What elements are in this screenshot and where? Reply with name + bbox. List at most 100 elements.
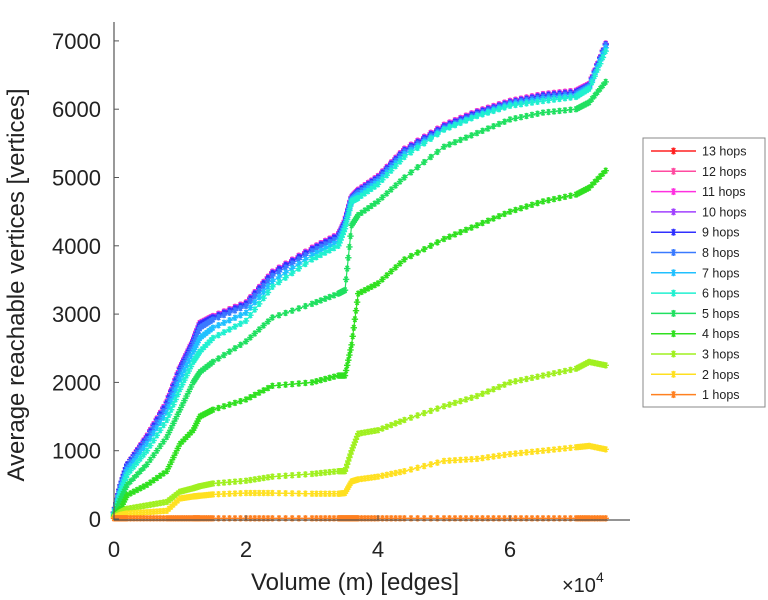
data-marker (545, 197, 552, 204)
data-marker (479, 390, 486, 397)
data-marker (160, 421, 167, 429)
x-tick-label: 2 (240, 537, 252, 562)
data-marker (342, 276, 350, 283)
legend-label: 3 hops (702, 348, 740, 362)
data-point (401, 153, 408, 161)
data-point (506, 379, 514, 386)
legend-label: 4 hops (702, 327, 740, 341)
data-point (242, 317, 250, 325)
data-point (374, 181, 382, 188)
data-marker (157, 427, 164, 434)
data-point (440, 235, 448, 243)
data-marker (484, 388, 492, 395)
data-marker (468, 456, 475, 463)
data-marker (237, 320, 244, 327)
data-marker (251, 292, 258, 300)
data-marker (421, 140, 428, 147)
data-marker (231, 345, 239, 352)
data-marker (561, 445, 569, 452)
data-marker (289, 490, 296, 497)
data-marker (345, 254, 352, 261)
data-marker (237, 397, 244, 405)
data-marker (523, 375, 530, 383)
data-marker (407, 252, 415, 260)
data-point (209, 334, 217, 342)
data-marker (295, 380, 302, 387)
x-tick-label: 0 (108, 537, 120, 562)
data-marker (414, 249, 421, 256)
data-marker (479, 219, 486, 227)
data-marker (517, 449, 525, 457)
data-marker (462, 134, 470, 141)
data-marker (313, 378, 320, 385)
data-marker (231, 323, 239, 330)
data-marker (512, 115, 519, 122)
data-point (269, 489, 276, 497)
x-multiplier-base: ×10 (562, 575, 596, 597)
series-line (113, 50, 607, 514)
data-marker (457, 228, 464, 236)
data-marker (256, 293, 263, 301)
y-tick-label: 1000 (52, 439, 101, 464)
data-marker (550, 108, 558, 115)
data-marker (528, 111, 536, 119)
data-marker (561, 367, 569, 375)
data-marker (220, 311, 228, 319)
data-marker (490, 123, 497, 130)
data-marker (174, 391, 181, 398)
data-marker (346, 243, 353, 251)
data-marker (451, 399, 459, 407)
data-marker (140, 451, 147, 458)
data-marker (545, 108, 552, 116)
data-marker (172, 396, 179, 403)
data-marker (220, 319, 228, 326)
data-marker (168, 406, 175, 413)
data-point (242, 309, 250, 316)
data-marker (407, 466, 415, 473)
data-point (163, 416, 170, 424)
data-marker (137, 455, 144, 462)
data-point (440, 403, 448, 410)
series-10-hops (110, 40, 609, 516)
data-marker (383, 172, 390, 179)
data-marker (567, 444, 574, 452)
data-marker (133, 459, 141, 466)
data-marker (165, 411, 173, 419)
data-marker (275, 279, 283, 286)
data-marker (556, 445, 563, 453)
data-point (308, 379, 316, 386)
data-marker (282, 381, 289, 388)
data-marker (275, 489, 283, 497)
data-marker (407, 149, 415, 156)
data-marker (226, 401, 233, 408)
data-marker (317, 251, 324, 259)
data-marker (226, 317, 233, 324)
data-marker (396, 468, 404, 476)
data-marker (150, 437, 157, 444)
data-marker (220, 351, 228, 359)
data-marker (523, 112, 530, 120)
x-tick-label: 4 (372, 537, 384, 562)
data-marker (421, 462, 428, 470)
data-marker (226, 348, 233, 355)
data-marker (231, 314, 239, 321)
data-marker (550, 195, 558, 203)
data-marker (349, 333, 356, 340)
data-marker (512, 378, 519, 385)
data-marker (251, 306, 258, 313)
data-marker (317, 376, 324, 384)
data-marker (457, 397, 464, 405)
data-marker (226, 490, 233, 497)
data-marker (451, 139, 459, 146)
data-point (209, 316, 217, 323)
data-marker (289, 269, 296, 277)
series-2-hops (110, 442, 609, 521)
data-marker (289, 307, 296, 314)
data-marker (434, 239, 441, 246)
data-marker (534, 373, 541, 380)
data-marker (556, 107, 563, 115)
data-marker (484, 217, 492, 224)
data-marker (231, 478, 239, 485)
data-marker (501, 118, 508, 125)
